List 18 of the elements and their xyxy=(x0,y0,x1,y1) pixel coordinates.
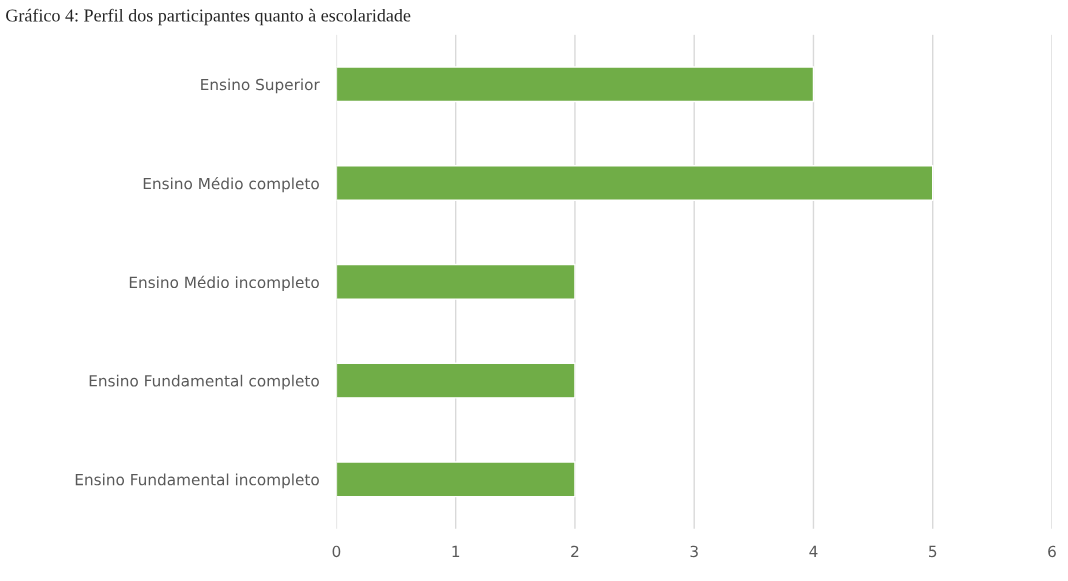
x-tick-label: 4 xyxy=(809,545,818,557)
y-tick-label: Ensino Médio completo xyxy=(143,176,319,193)
y-tick-label: Ensino Fundamental completo xyxy=(89,374,319,390)
x-tick-label: 5 xyxy=(929,545,937,558)
x-tick-label: 2 xyxy=(571,545,579,557)
y-tick-label: Ensino Superior xyxy=(201,78,320,94)
x-tick-label: 6 xyxy=(1048,545,1056,558)
bar xyxy=(336,263,576,300)
x-tick-label: 1 xyxy=(452,545,460,557)
y-tick-label: Ensino Fundamental incompleto xyxy=(75,473,319,489)
bar xyxy=(336,165,934,201)
bar xyxy=(336,66,815,103)
x-tick-label: 3 xyxy=(690,545,698,558)
x-tick-label: 0 xyxy=(332,545,341,558)
bar xyxy=(336,461,576,498)
chart-title: Gráfico 4: Perfil dos participantes quanto à escolaridade xyxy=(6,8,411,26)
bar xyxy=(336,362,576,399)
y-tick-label: Ensino Médio incompleto xyxy=(129,275,319,292)
